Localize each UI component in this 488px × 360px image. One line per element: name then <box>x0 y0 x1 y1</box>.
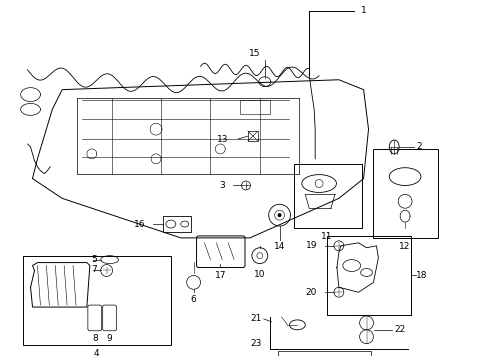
Text: 8: 8 <box>92 334 98 343</box>
Text: 19: 19 <box>305 241 317 250</box>
Text: 14: 14 <box>273 242 285 251</box>
Bar <box>22 256 170 345</box>
Text: 23: 23 <box>250 339 261 348</box>
Text: 2: 2 <box>415 143 421 152</box>
Text: 20: 20 <box>305 288 317 297</box>
Text: 13: 13 <box>216 135 228 144</box>
Text: 9: 9 <box>106 334 112 343</box>
Bar <box>247 131 257 141</box>
Bar <box>373 149 437 238</box>
Bar <box>163 216 190 232</box>
Text: 1: 1 <box>360 6 366 15</box>
Text: 21: 21 <box>250 314 261 323</box>
Text: 15: 15 <box>248 49 260 58</box>
Text: 11: 11 <box>321 232 332 241</box>
Text: 5: 5 <box>91 255 97 264</box>
Bar <box>294 164 361 228</box>
Text: 6: 6 <box>190 295 196 304</box>
Text: 7: 7 <box>91 265 97 274</box>
Bar <box>326 236 410 315</box>
Text: 12: 12 <box>399 242 410 251</box>
Bar <box>277 351 371 360</box>
Text: 3: 3 <box>219 181 225 190</box>
Bar <box>240 99 269 114</box>
Text: 18: 18 <box>415 271 427 280</box>
Ellipse shape <box>277 213 281 217</box>
Text: 16: 16 <box>133 220 145 229</box>
Text: 17: 17 <box>214 271 225 280</box>
Text: 4: 4 <box>94 348 100 357</box>
Text: 22: 22 <box>393 325 405 334</box>
Text: 10: 10 <box>254 270 265 279</box>
